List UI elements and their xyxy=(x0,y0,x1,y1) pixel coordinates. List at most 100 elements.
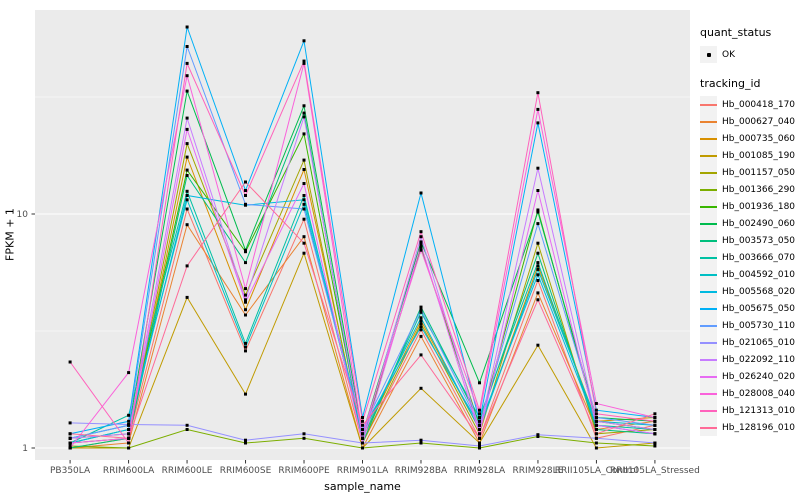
x-tick-label: RRIM600SE xyxy=(220,466,272,476)
data-point xyxy=(536,189,540,192)
legend-item-Hb_005568_020: Hb_005568_020 xyxy=(700,283,800,300)
legend-item-label: Hb_128196_010 xyxy=(722,422,796,433)
data-point xyxy=(419,319,423,323)
x-tick-label: RRIM600PE xyxy=(278,466,330,476)
data-point xyxy=(244,349,247,353)
data-point xyxy=(244,441,247,445)
data-point xyxy=(185,174,189,177)
series-color-line-icon xyxy=(700,376,717,378)
data-point xyxy=(361,428,364,431)
data-point xyxy=(185,428,189,431)
data-point xyxy=(185,89,189,93)
series-color-line-icon xyxy=(700,427,717,429)
data-point xyxy=(536,298,540,302)
data-point xyxy=(594,412,598,416)
data-point xyxy=(536,273,540,277)
data-point xyxy=(536,210,540,214)
data-point xyxy=(594,416,598,419)
data-point xyxy=(478,446,481,450)
legend: quant_status OK tracking_id Hb_000418_17… xyxy=(700,26,800,436)
line-swatch-icon xyxy=(700,181,717,198)
line-swatch-icon xyxy=(700,283,717,300)
data-point xyxy=(127,432,131,436)
x-tick-label: RRIM928LE xyxy=(513,466,564,476)
data-point xyxy=(419,316,423,320)
data-point xyxy=(478,419,481,423)
data-point xyxy=(185,189,189,193)
data-point xyxy=(653,412,657,416)
series-color-line-icon xyxy=(700,104,717,106)
data-point xyxy=(127,436,131,440)
data-point xyxy=(653,423,657,427)
data-point xyxy=(185,207,189,211)
data-point xyxy=(536,343,540,347)
legend-item-label: Hb_000627_040 xyxy=(722,116,796,127)
data-point xyxy=(536,241,540,245)
data-point xyxy=(185,198,189,202)
line-swatch-icon xyxy=(700,385,717,402)
data-point xyxy=(185,423,189,427)
data-point xyxy=(594,432,598,436)
data-point xyxy=(127,441,131,445)
data-point xyxy=(127,446,131,450)
y-axis-title: FPKM + 1 xyxy=(3,208,17,261)
x-tick-label: RRIM928BA xyxy=(395,466,448,476)
data-point xyxy=(68,444,72,448)
data-point xyxy=(302,251,306,255)
data-point xyxy=(419,328,423,332)
series-color-line-icon xyxy=(700,172,717,174)
line-swatch-icon xyxy=(700,96,717,113)
legend-item-label: Hb_005730_110 xyxy=(722,320,796,331)
legend-item-Hb_021065_010: Hb_021065_010 xyxy=(700,334,800,351)
legend-item-label: Hb_001157_050 xyxy=(722,167,796,178)
legend-tracking-id-items: Hb_000418_170 Hb_000627_040 Hb_000735_060 H… xyxy=(700,96,800,436)
data-point xyxy=(244,261,247,265)
data-point xyxy=(302,158,306,162)
data-point xyxy=(653,441,657,445)
legend-item-Hb_003573_050: Hb_003573_050 xyxy=(700,232,800,249)
legend-item-label: Hb_003666_070 xyxy=(722,252,796,263)
data-point xyxy=(419,353,423,357)
data-point xyxy=(536,264,540,268)
data-point xyxy=(478,416,481,419)
data-point xyxy=(419,248,423,252)
line-swatch-icon xyxy=(700,419,717,436)
line-swatch-icon xyxy=(700,232,717,249)
data-point xyxy=(302,436,306,440)
legend-item-Hb_000735_060: Hb_000735_060 xyxy=(700,130,800,147)
x-tick-label: PB350LA xyxy=(50,466,91,476)
data-point xyxy=(419,322,423,326)
data-point xyxy=(361,432,364,436)
legend-item-Hb_005675_050: Hb_005675_050 xyxy=(700,300,800,317)
data-points xyxy=(68,25,657,450)
data-point xyxy=(653,416,657,419)
data-point xyxy=(244,345,247,349)
series-color-line-icon xyxy=(700,325,717,327)
data-point xyxy=(536,433,540,437)
data-point xyxy=(244,189,247,192)
data-point xyxy=(419,240,423,244)
data-point xyxy=(536,121,540,125)
legend-tracking-id-title: tracking_id xyxy=(700,77,761,90)
data-point xyxy=(361,436,364,440)
legend-item-label: Hb_004592_010 xyxy=(722,269,796,280)
data-point xyxy=(127,419,131,423)
data-point xyxy=(302,61,306,65)
y-tick-label: 10 xyxy=(17,210,29,220)
data-point xyxy=(478,441,481,445)
line-swatch-icon xyxy=(700,164,717,181)
legend-quant-status-title: quant_status xyxy=(700,26,772,39)
data-point xyxy=(478,432,481,436)
x-tick-label: RRII105LA_Control xyxy=(555,466,638,476)
line-swatch-icon xyxy=(700,198,717,215)
data-point xyxy=(185,194,189,197)
legend-item-label: Hb_005568_020 xyxy=(722,286,796,297)
data-point xyxy=(68,441,72,445)
data-point xyxy=(244,341,247,345)
legend-item-label: Hb_001936_180 xyxy=(722,201,796,212)
data-point xyxy=(302,104,306,108)
data-point xyxy=(419,386,423,390)
data-point xyxy=(302,217,306,221)
legend-quant-status-items: OK xyxy=(700,46,800,63)
